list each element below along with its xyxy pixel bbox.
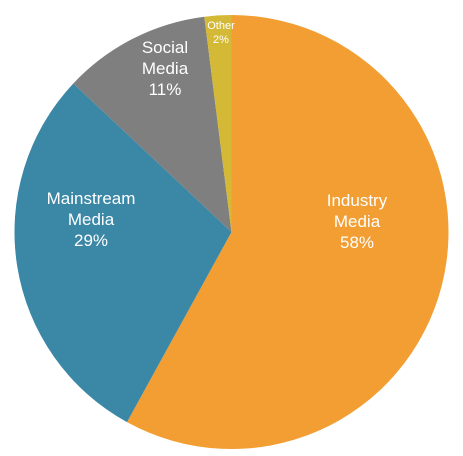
slice-label-industry-media-line-1: Industry xyxy=(327,191,388,210)
pie-slice-other xyxy=(204,15,232,232)
slice-label-social-media-line-3: 11% xyxy=(149,80,182,99)
slice-label-social-media-line-1: Social xyxy=(142,38,188,57)
slice-label-other-line-1: Other xyxy=(207,20,235,32)
slice-label-mainstream-media-line-1: Mainstream xyxy=(47,189,136,208)
slice-label-industry-media-line-2: Media xyxy=(334,212,381,231)
pie-labels: Industry Media 58% Mainstream Media 29% Social… xyxy=(47,20,388,252)
pie-slices xyxy=(14,15,449,449)
pie-slice-social-media xyxy=(73,16,232,233)
slice-label-social-media-line-2: Media xyxy=(142,59,189,78)
slice-label-other-line-2: 2% xyxy=(213,34,229,46)
slice-label-industry-media-line-3: 58% xyxy=(340,233,374,252)
pie-slice-mainstream-media xyxy=(14,83,232,423)
pie-slice-industry-media xyxy=(126,15,449,449)
slice-label-mainstream-media-line-2: Media xyxy=(68,210,115,229)
slice-label-mainstream-media-line-3: 29% xyxy=(74,231,108,250)
